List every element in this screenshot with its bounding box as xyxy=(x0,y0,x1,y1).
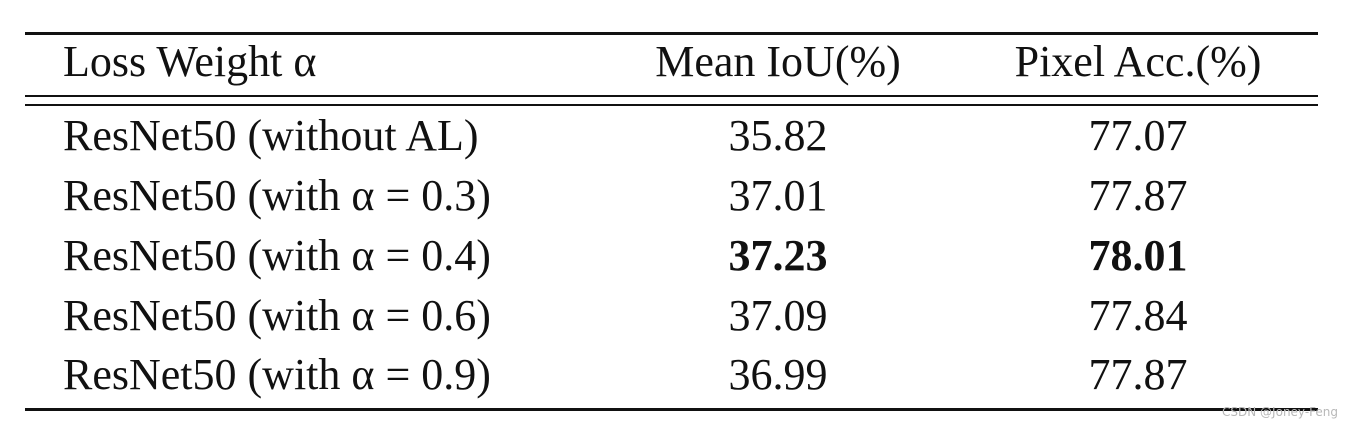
header-cell: Loss Weight α xyxy=(63,37,317,86)
miou-cell: 36.99 xyxy=(728,350,828,399)
pixacc-cell: 78.01 xyxy=(1088,231,1188,280)
header-rule xyxy=(25,95,1318,97)
miou-cell: 37.23 xyxy=(728,231,828,280)
header-cell: Pixel Acc.(%) xyxy=(1014,37,1262,86)
header-cell: Mean IoU(%) xyxy=(655,37,901,86)
row-label: ResNet50 (with α = 0.6) xyxy=(63,291,491,340)
pixacc-cell: 77.84 xyxy=(1088,291,1188,340)
pixacc-cell: 77.07 xyxy=(1088,111,1188,160)
miou-cell: 37.09 xyxy=(728,291,828,340)
header-rule xyxy=(25,104,1318,106)
pixacc-cell: 77.87 xyxy=(1088,171,1188,220)
bottom-rule xyxy=(25,408,1318,411)
row-label: ResNet50 (with α = 0.4) xyxy=(63,231,491,280)
row-label: ResNet50 (with α = 0.9) xyxy=(63,350,491,399)
pixacc-cell: 77.87 xyxy=(1088,350,1188,399)
top-rule xyxy=(25,32,1318,35)
row-label: ResNet50 (with α = 0.3) xyxy=(63,171,491,220)
miou-cell: 37.01 xyxy=(728,171,828,220)
row-label: ResNet50 (without AL) xyxy=(63,111,479,160)
miou-cell: 35.82 xyxy=(728,111,828,160)
watermark: CSDN @Joney-Feng xyxy=(1222,405,1338,419)
